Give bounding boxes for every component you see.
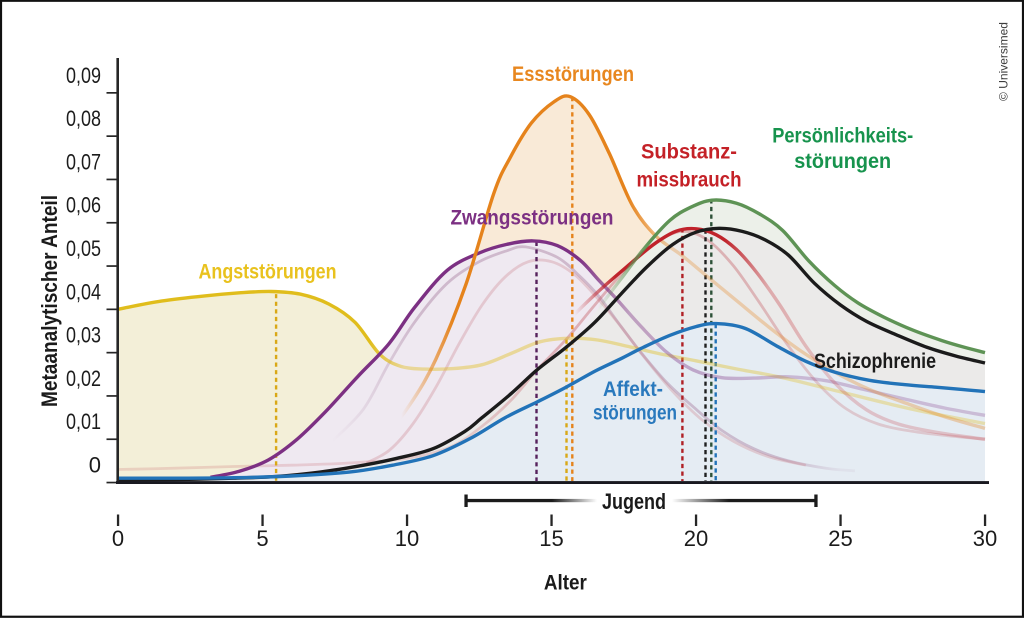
svg-text:10: 10 <box>395 526 419 551</box>
svg-text:30: 30 <box>973 526 997 551</box>
svg-text:Alter: Alter <box>544 571 587 594</box>
svg-text:missbrauch: missbrauch <box>637 168 742 191</box>
svg-text:Jugend: Jugend <box>602 489 666 514</box>
svg-text:störungen: störungen <box>593 401 677 424</box>
svg-text:Zwangsstörungen: Zwangsstörungen <box>451 207 614 230</box>
svg-text:© Universimed: © Universimed <box>997 22 1011 101</box>
svg-text:Metaanalytischer Anteil: Metaanalytischer Anteil <box>37 195 62 407</box>
svg-text:0: 0 <box>112 526 124 551</box>
svg-text:0,08: 0,08 <box>66 106 101 131</box>
svg-text:0,09: 0,09 <box>66 63 101 88</box>
svg-text:15: 15 <box>539 526 563 551</box>
svg-text:0,06: 0,06 <box>66 193 101 218</box>
svg-text:Schizophrenie: Schizophrenie <box>814 350 936 373</box>
svg-text:20: 20 <box>684 526 708 551</box>
svg-text:störungen: störungen <box>794 150 891 173</box>
svg-text:0,04: 0,04 <box>66 279 101 304</box>
svg-text:Essstörungen: Essstörungen <box>512 63 634 86</box>
svg-text:Substanz-: Substanz- <box>641 140 737 163</box>
svg-text:Affekt-: Affekt- <box>603 378 663 401</box>
svg-text:0,01: 0,01 <box>66 409 101 434</box>
svg-text:25: 25 <box>828 526 852 551</box>
svg-text:Persönlichkeits-: Persönlichkeits- <box>772 124 913 147</box>
svg-text:0,02: 0,02 <box>66 366 101 391</box>
svg-text:Angststörungen: Angststörungen <box>199 261 337 284</box>
svg-text:5: 5 <box>256 526 268 551</box>
svg-text:0,07: 0,07 <box>66 149 101 174</box>
svg-text:0: 0 <box>89 453 101 478</box>
svg-text:0,03: 0,03 <box>66 323 101 348</box>
svg-text:0,05: 0,05 <box>66 236 101 261</box>
